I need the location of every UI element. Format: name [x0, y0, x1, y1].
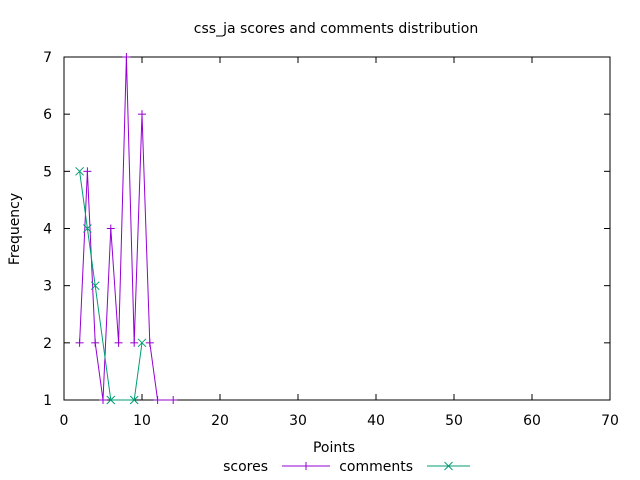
y-tick-label: 2 [43, 336, 52, 352]
data-point-scores [106, 224, 115, 233]
x-tick-label: 10 [133, 413, 151, 429]
data-point-scores [153, 396, 162, 404]
y-tick-label: 3 [43, 279, 52, 295]
legend-label: comments [339, 459, 413, 475]
x-tick-label: 20 [211, 413, 229, 429]
data-point-scores [169, 396, 178, 404]
data-point-comments [129, 395, 139, 405]
x-axis-label: Points [313, 440, 355, 456]
legend: scores comments [223, 459, 470, 475]
data-point-comments [75, 166, 84, 176]
legend-swatch-marker [444, 461, 453, 471]
y-tick-label: 4 [43, 222, 52, 238]
y-axis-label: Frequency [7, 193, 23, 265]
axis-ticks [63, 56, 611, 401]
data-point-scores [75, 338, 84, 347]
data-point-scores [91, 338, 100, 347]
series-line-comments [79, 171, 143, 401]
data-point-scores [138, 110, 146, 119]
data-point-scores [145, 338, 154, 347]
x-tick-label: 70 [601, 413, 619, 429]
plot-series [75, 53, 178, 405]
series-line-scores [79, 56, 174, 401]
x-tick-label: 50 [445, 413, 463, 429]
series-scores [75, 53, 178, 404]
data-point-comments [137, 338, 147, 348]
x-tick-label: 30 [289, 413, 307, 429]
data-point-scores [130, 338, 139, 347]
legend-label: scores [223, 459, 268, 475]
y-tick-label: 5 [43, 164, 52, 180]
y-tick-label: 7 [43, 50, 52, 66]
legend-swatch-marker [302, 462, 310, 470]
x-tick-label: 60 [523, 413, 541, 429]
y-tick-label: 1 [43, 393, 52, 409]
legend-entry-comments: comments [339, 459, 470, 475]
x-tick-label: 40 [367, 413, 385, 429]
y-tick-label: 6 [43, 107, 52, 123]
x-tick-label: 0 [60, 413, 69, 429]
data-point-comments [106, 395, 116, 405]
chart-title: css_ja scores and comments distribution [194, 21, 478, 37]
data-point-scores [83, 167, 92, 176]
data-point-comments [83, 224, 92, 233]
legend-entry-scores: scores [223, 459, 330, 475]
data-point-comments [90, 281, 100, 291]
axis-tick-labels: 0 10 20 30 40 50 60 70 1 2 3 4 5 6 7 [43, 50, 619, 429]
series-comments [75, 166, 147, 405]
data-point-scores [114, 338, 123, 347]
data-point-scores [99, 396, 107, 404]
data-point-scores [122, 53, 131, 61]
